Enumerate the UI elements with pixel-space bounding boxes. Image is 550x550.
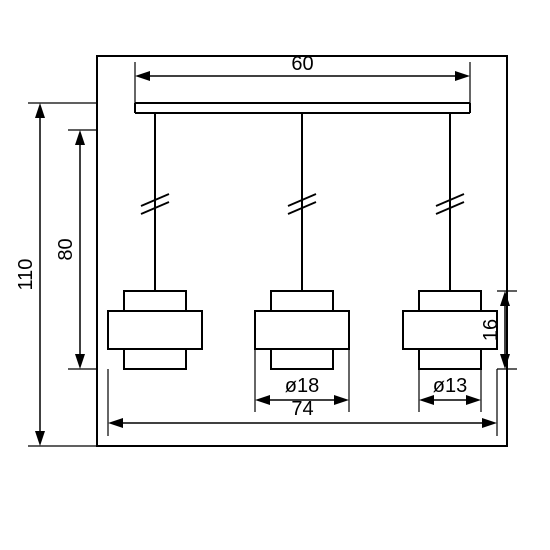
svg-text:ø13: ø13 xyxy=(433,375,467,397)
svg-text:110: 110 xyxy=(15,259,37,291)
svg-text:80: 80 xyxy=(55,238,77,260)
svg-text:ø18: ø18 xyxy=(285,375,319,397)
svg-text:74: 74 xyxy=(291,398,313,420)
svg-text:16: 16 xyxy=(480,319,502,341)
svg-text:60: 60 xyxy=(291,53,313,75)
